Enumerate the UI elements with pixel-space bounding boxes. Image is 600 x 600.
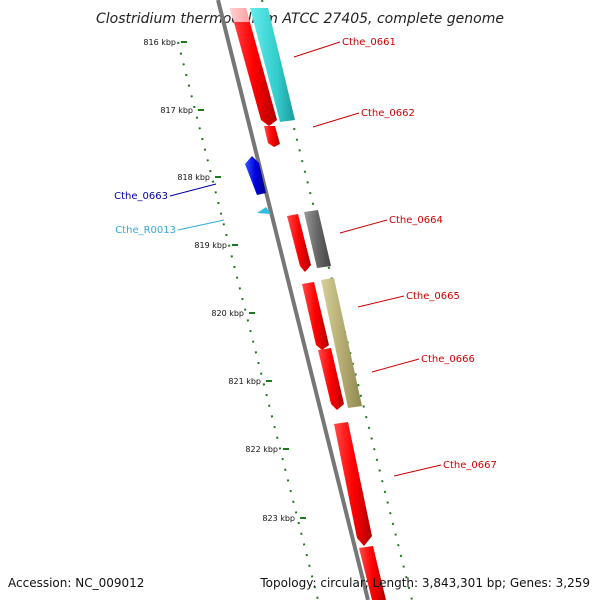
label-leader-line (312, 112, 360, 128)
cthe-0665-olive-block[interactable] (321, 278, 362, 408)
scale-tick-label: 818 kbp (177, 173, 210, 182)
cthe-0667-cds[interactable] (334, 422, 372, 546)
scale-tick-label: 820 kbp (211, 309, 244, 318)
label-leader-line (371, 358, 420, 373)
scale-tick-label: 817 kbp (160, 106, 193, 115)
cthe-0666-cds[interactable] (318, 348, 344, 410)
scale-tick-label: 816 kbp (143, 38, 176, 47)
scale-tick-label: 822 kbp (245, 445, 278, 454)
features (230, 8, 386, 600)
scale-ticks: 816 kbp 817 kbp 818 kbp 819 kbp 820 kbp 821 k… (143, 38, 306, 523)
label-leader-line (293, 41, 341, 58)
label-leader-line (393, 464, 442, 477)
gene-label[interactable]: Cthe_0664 (389, 215, 443, 226)
gene-label[interactable]: Cthe_0666 (421, 354, 475, 365)
scale-tick-label: 823 kbp (262, 514, 295, 523)
gene-label[interactable]: Cthe_0663 (114, 191, 168, 202)
cthe-0662-cds[interactable] (264, 126, 280, 147)
topology-text: Topology: circular; Length: 3,843,301 bp… (259, 576, 590, 590)
cthe-0661-cds[interactable] (230, 8, 277, 126)
label-leader-line (339, 219, 388, 234)
cthe-0663-cds[interactable] (245, 156, 266, 195)
gene-label[interactable]: Cthe_0665 (406, 291, 460, 302)
label-leader-line (357, 295, 405, 308)
cthe-r0013-rna[interactable] (257, 207, 271, 214)
cthe-0664-cds[interactable] (287, 214, 311, 272)
gene-label[interactable]: Cthe_R0013 (115, 225, 176, 236)
accession-text: Accession: NC_009012 (8, 576, 144, 590)
genome-backbone (216, 0, 370, 600)
cthe-0661-cyan-block[interactable] (250, 8, 295, 122)
gene-label[interactable]: Cthe_0661 (342, 37, 396, 48)
label-leader-line (177, 219, 225, 231)
map-title: Clostridium thermocellum ATCC 27405, com… (96, 11, 504, 27)
scale-tick-label: 819 kbp (194, 241, 227, 250)
gene-label[interactable]: Cthe_0667 (443, 460, 497, 471)
cthe-0661-light-block (230, 8, 250, 22)
label-leader-line (169, 183, 217, 197)
next-gene-cds[interactable] (359, 546, 386, 600)
gene-label[interactable]: Cthe_0662 (361, 108, 415, 119)
cthe-0664-grey-block[interactable] (304, 210, 331, 268)
outer-track-guide-left (177, 41, 319, 600)
gene-labels: Cthe_0661 Cthe_0662 Cthe_0663 Cthe_R0013 Cth… (114, 37, 497, 477)
scale-tick-label: 821 kbp (228, 377, 261, 386)
cthe-0665-cds[interactable] (302, 282, 329, 350)
